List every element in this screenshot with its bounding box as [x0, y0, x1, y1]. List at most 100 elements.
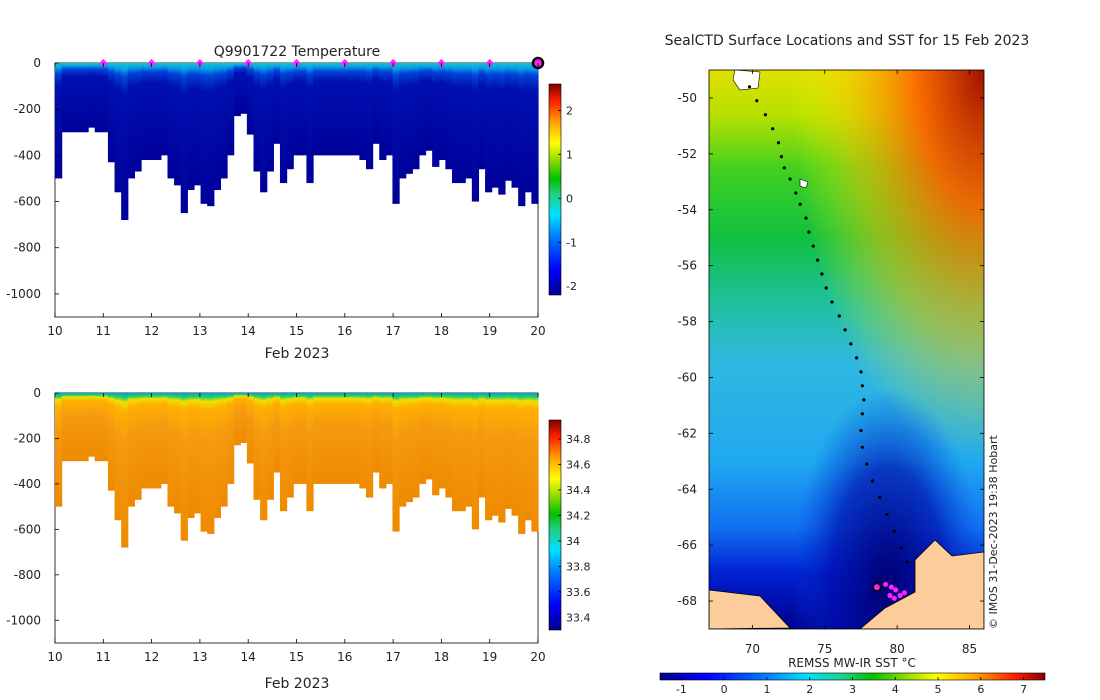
recent-position	[891, 595, 897, 601]
profile-column	[193, 393, 202, 514]
profile-column	[134, 393, 142, 500]
profile-column	[240, 393, 248, 443]
profile-column	[55, 63, 63, 179]
profile-column	[465, 63, 473, 179]
track-point	[843, 328, 847, 332]
profile-column	[101, 63, 109, 133]
profile-column	[246, 393, 255, 464]
profile-column	[81, 393, 89, 462]
profile-column	[392, 393, 400, 532]
profile-column	[352, 63, 360, 156]
x-tick-label: 16	[337, 324, 352, 338]
profile-column	[266, 393, 274, 500]
temperature-y-ticks: 0 -200 -400 -600 -800 -1000	[6, 56, 59, 301]
map-y-tick-label: -68	[677, 594, 697, 608]
profile-column	[279, 393, 288, 512]
profile-column	[485, 63, 493, 193]
x-tick-label: 16	[337, 650, 352, 664]
colorbar-tick-label: -1	[566, 236, 577, 249]
profile-column	[524, 393, 532, 521]
track-point	[885, 512, 889, 517]
profile-column	[81, 63, 89, 133]
profile-column	[55, 393, 63, 507]
profile-column	[326, 63, 334, 156]
sst-colorbar-label: REMSS MW-IR SST °C	[788, 656, 916, 670]
profile-column	[339, 393, 347, 484]
profile-column	[379, 63, 387, 160]
profile-column	[478, 63, 486, 170]
profile-column	[346, 63, 354, 156]
track-point	[820, 272, 824, 276]
profile-column	[253, 63, 261, 172]
track-point	[860, 445, 865, 449]
profile-column	[127, 63, 135, 179]
map-x-tick-label: 70	[745, 642, 760, 656]
profile-column	[174, 393, 182, 514]
profile-column	[313, 393, 321, 484]
profile-column	[504, 393, 513, 509]
profile-column	[399, 393, 407, 507]
profile-column	[187, 393, 195, 518]
sst-colorbar-tick-label: 0	[721, 683, 728, 696]
track-point	[824, 286, 828, 290]
profile-column	[365, 63, 374, 170]
profile-column	[147, 393, 155, 489]
profile-column	[524, 63, 532, 193]
profile-column	[412, 63, 420, 170]
profile-column	[207, 393, 215, 534]
profile-column	[167, 63, 175, 179]
map-y-tick-label: -64	[677, 482, 697, 496]
map-y-tick-label: -58	[677, 315, 697, 329]
profile-column	[220, 63, 228, 179]
sst-colorbar-tick-label: -1	[676, 683, 687, 696]
temperature-x-ticks: 10 11 12 13 14 15 16 17 18 19 20	[47, 63, 546, 338]
map-x-tick-label: 85	[962, 642, 977, 656]
profile-column	[233, 63, 241, 117]
track-point	[859, 370, 863, 374]
colorbar-tick-label: 33.4	[566, 611, 591, 624]
x-tick-label: 11	[96, 650, 111, 664]
profile-column	[511, 393, 519, 516]
colorbar-tick-label: 2	[566, 104, 573, 117]
profile-column	[279, 63, 288, 184]
colorbar-tick-label: 0	[566, 192, 573, 205]
profile-column	[319, 63, 327, 156]
map-x-tick-label: 80	[890, 642, 905, 656]
profile-column	[266, 63, 274, 172]
sst-cold-region	[709, 70, 984, 629]
profile-column	[432, 63, 440, 167]
profile-column	[154, 393, 162, 489]
sst-colorbar-tick-label: 6	[977, 683, 984, 696]
profile-column	[246, 63, 255, 135]
sst-colorbar-tick-label: 7	[1020, 683, 1027, 696]
map-y-tick-label: -62	[677, 426, 697, 440]
track-point	[871, 479, 875, 483]
x-tick-label: 18	[434, 324, 449, 338]
y-tick-label: -800	[14, 568, 41, 582]
profile-column	[451, 393, 460, 512]
profile-column	[518, 63, 526, 207]
x-tick-label: 14	[241, 324, 256, 338]
profile-column	[332, 393, 341, 484]
sst-map-title: SealCTD Surface Locations and SST for 15…	[665, 33, 1030, 49]
profile-column	[253, 393, 261, 500]
x-tick-label: 20	[530, 324, 545, 338]
profile-column	[200, 393, 208, 532]
map-y-tick-label: -56	[677, 259, 697, 273]
profile-column	[180, 393, 188, 541]
x-tick-label: 13	[192, 324, 207, 338]
y-tick-label: -400	[14, 148, 41, 162]
x-tick-label: 17	[385, 324, 400, 338]
profile-column	[213, 393, 222, 518]
x-tick-label: 19	[482, 650, 497, 664]
profile-column	[352, 393, 360, 484]
recent-position	[887, 592, 893, 599]
profile-column	[405, 393, 413, 503]
track-point	[865, 462, 869, 466]
track-point	[747, 85, 752, 89]
x-tick-label: 20	[530, 650, 545, 664]
profile-column	[438, 393, 446, 489]
copyright-credit: © IMOS 31-Dec-2023 19:38 Hobart	[987, 434, 1000, 629]
colorbar-tick-label: 34.4	[566, 484, 591, 497]
profile-column	[121, 63, 129, 221]
